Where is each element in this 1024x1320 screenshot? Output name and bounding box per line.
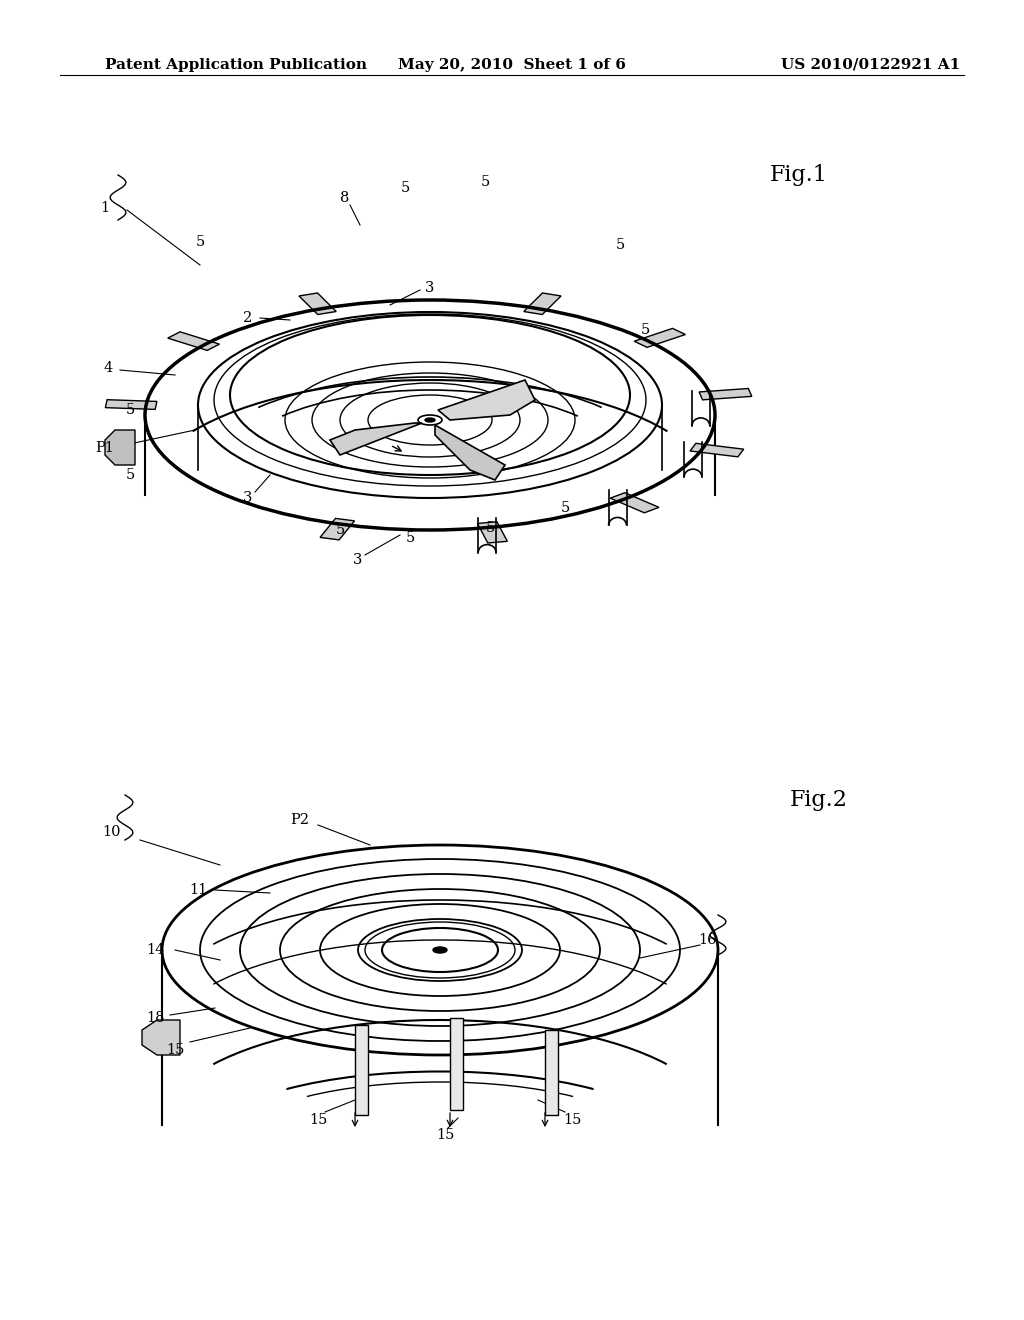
Polygon shape — [634, 329, 685, 347]
Polygon shape — [105, 430, 135, 465]
Ellipse shape — [425, 418, 435, 422]
Polygon shape — [545, 1030, 558, 1115]
Polygon shape — [690, 444, 743, 457]
Polygon shape — [435, 425, 505, 480]
Polygon shape — [699, 388, 752, 400]
Polygon shape — [355, 1026, 368, 1115]
Text: Fig.2: Fig.2 — [790, 789, 848, 810]
Text: 11: 11 — [188, 883, 207, 898]
Text: 2: 2 — [244, 312, 253, 325]
Text: 14: 14 — [145, 942, 164, 957]
Text: 5: 5 — [560, 502, 569, 515]
Text: May 20, 2010  Sheet 1 of 6: May 20, 2010 Sheet 1 of 6 — [398, 58, 626, 73]
Text: 5: 5 — [480, 176, 489, 189]
Text: 15: 15 — [309, 1113, 328, 1127]
Text: 4: 4 — [103, 360, 113, 375]
Text: 5: 5 — [125, 403, 134, 417]
Text: 18: 18 — [145, 1011, 164, 1026]
Polygon shape — [105, 400, 157, 409]
Polygon shape — [168, 331, 219, 350]
Text: 16: 16 — [698, 933, 717, 946]
Text: Patent Application Publication: Patent Application Publication — [105, 58, 367, 73]
Text: 3: 3 — [244, 491, 253, 506]
Text: 3: 3 — [353, 553, 362, 568]
Polygon shape — [330, 422, 422, 455]
Text: US 2010/0122921 A1: US 2010/0122921 A1 — [780, 58, 961, 73]
Text: 5: 5 — [196, 235, 205, 249]
Polygon shape — [142, 1020, 180, 1055]
Ellipse shape — [433, 946, 447, 953]
Text: 15: 15 — [563, 1113, 582, 1127]
Text: 5: 5 — [615, 238, 625, 252]
Text: 8: 8 — [340, 191, 349, 205]
Text: 15: 15 — [436, 1129, 455, 1142]
Text: 5: 5 — [485, 521, 495, 535]
Text: 3: 3 — [425, 281, 434, 294]
Text: 1: 1 — [100, 201, 110, 215]
Text: 5: 5 — [640, 323, 649, 337]
Text: 5: 5 — [406, 531, 415, 545]
Polygon shape — [477, 521, 507, 543]
Polygon shape — [438, 380, 535, 420]
Text: P1: P1 — [95, 441, 115, 455]
Text: 5: 5 — [336, 523, 345, 537]
Polygon shape — [321, 519, 354, 540]
Text: 15: 15 — [166, 1043, 184, 1057]
Text: 10: 10 — [102, 825, 121, 840]
Polygon shape — [450, 1018, 463, 1110]
Polygon shape — [299, 293, 336, 314]
Text: P2: P2 — [291, 813, 309, 828]
Text: 5: 5 — [400, 181, 410, 195]
Text: Fig.1: Fig.1 — [770, 164, 827, 186]
Polygon shape — [610, 492, 659, 512]
Polygon shape — [523, 293, 561, 314]
Text: 5: 5 — [125, 469, 134, 482]
